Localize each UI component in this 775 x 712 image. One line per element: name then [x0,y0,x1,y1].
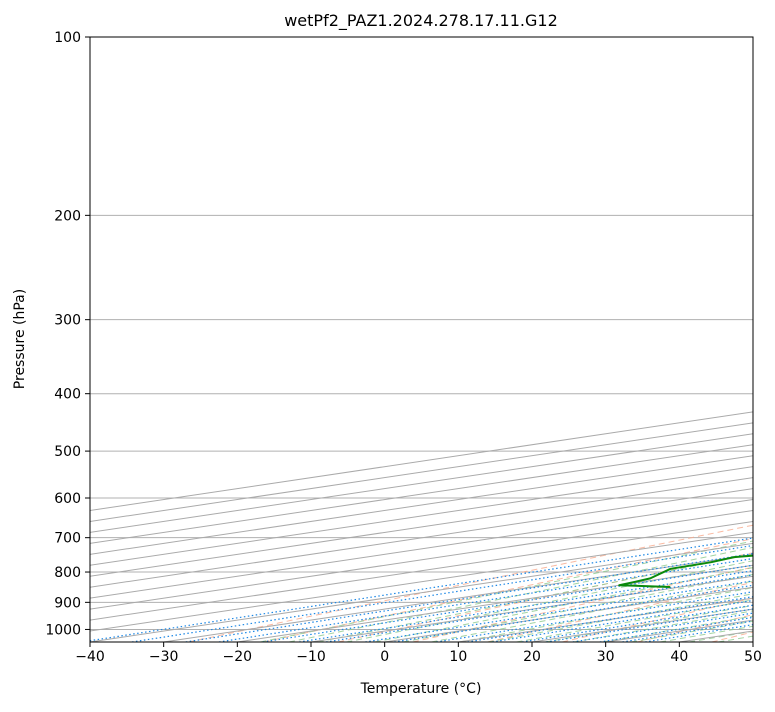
x-tick-label: −10 [296,649,326,665]
y-axis-label: Pressure (hPa) [12,289,28,389]
x-tick-label: 30 [597,649,615,665]
x-tick-label: −20 [223,649,253,665]
y-tick-label: 900 [54,595,81,611]
x-tick-label: −40 [75,649,105,665]
y-tick-label: 1000 [45,622,81,638]
x-tick-label: 20 [523,649,541,665]
y-tick-label: 100 [54,30,81,46]
plot-area [90,37,753,642]
y-tick-label: 300 [54,313,81,329]
x-tick-label: 40 [670,649,688,665]
y-tick-label: 800 [54,565,81,581]
y-tick-label: 700 [54,531,81,547]
y-tick-label: 600 [54,491,81,507]
x-tick-label: 10 [449,649,467,665]
y-tick-label: 400 [54,387,81,403]
chart-title: wetPf2_PAZ1.2024.278.17.11.G12 [284,11,558,31]
x-axis-label: Temperature (°C) [360,681,482,697]
x-tick-label: 50 [744,649,762,665]
y-tick-label: 500 [54,444,81,460]
x-tick-label: 0 [380,649,389,665]
x-tick-label: −30 [149,649,179,665]
y-tick-label: 200 [54,208,81,224]
